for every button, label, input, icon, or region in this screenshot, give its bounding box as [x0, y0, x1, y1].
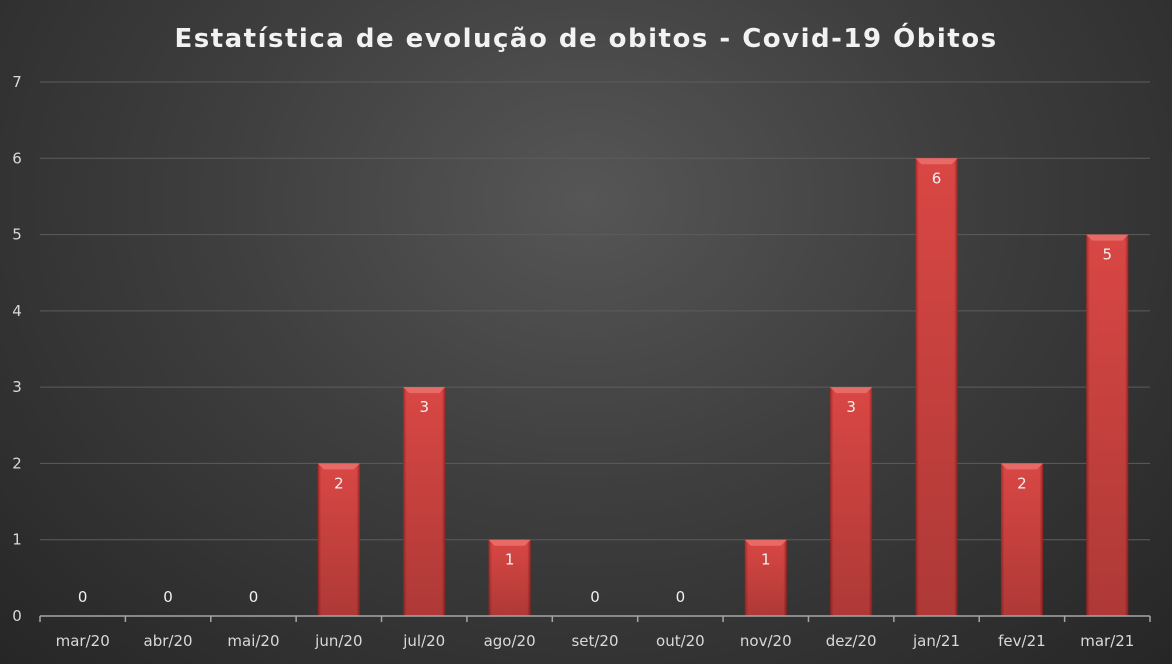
data-label: 0 [78, 588, 88, 606]
x-tick-label: mar/21 [1080, 632, 1134, 650]
bar-bevel [317, 463, 360, 470]
data-label: 6 [932, 169, 942, 187]
y-tick-label: 3 [12, 378, 22, 396]
data-label: 3 [846, 398, 856, 416]
bar-bevel [488, 539, 531, 546]
x-tick-label: mar/20 [56, 632, 110, 650]
bar-bevel [915, 158, 958, 165]
x-tick-label: nov/20 [740, 632, 792, 650]
y-tick-label: 6 [12, 149, 22, 167]
bar-shade [744, 539, 787, 616]
bar-shade [403, 387, 446, 616]
bar-bevel [1000, 463, 1043, 470]
data-label: 1 [505, 551, 515, 569]
x-tick-label: ago/20 [484, 632, 536, 650]
y-tick-label: 7 [12, 73, 22, 91]
x-tick-label: abr/20 [144, 632, 193, 650]
data-label: 0 [249, 588, 259, 606]
data-label: 5 [1103, 246, 1113, 264]
y-tick-label: 2 [12, 454, 22, 472]
bar-bevel [744, 539, 787, 546]
bar-shade [915, 158, 958, 617]
x-axis: mar/20 abr/20 mai/20 jun/20 jul/20 ago/20 set/… [39, 615, 1151, 650]
x-tick-label: jun/20 [314, 632, 362, 650]
data-label: 3 [419, 398, 429, 416]
bar-shade [488, 539, 531, 616]
data-label: 0 [163, 588, 173, 606]
x-tick-label: jul/20 [402, 632, 445, 650]
bar-bevel [830, 387, 873, 394]
y-tick-label: 1 [12, 531, 22, 549]
bar-shade [830, 387, 873, 616]
chart-title: Estatística de evolução de obitos - Covi… [174, 22, 997, 54]
bar-shade [1000, 463, 1043, 616]
data-label: 1 [761, 551, 771, 569]
bar-shade [1086, 234, 1129, 617]
bar-shade [317, 463, 360, 616]
gridlines [40, 81, 1150, 541]
y-axis: 0 1 2 3 4 5 6 7 [12, 73, 22, 625]
x-tick-label: jan/21 [912, 632, 960, 650]
y-tick-label: 4 [12, 302, 22, 320]
bar-bevel [403, 387, 446, 394]
x-tick-label: dez/20 [826, 632, 877, 650]
bars: 0 0 0 2 3 1 0 0 1 3 6 2 5 [78, 158, 1129, 617]
data-label: 0 [590, 588, 600, 606]
y-tick-label: 0 [12, 607, 22, 625]
data-label: 2 [334, 474, 344, 492]
x-tick-label: set/20 [571, 632, 618, 650]
x-tick-label: out/20 [656, 632, 705, 650]
data-label: 0 [676, 588, 686, 606]
bar-bevel [1086, 234, 1129, 241]
data-label: 2 [1017, 474, 1027, 492]
x-tick-label: fev/21 [998, 632, 1046, 650]
y-tick-label: 5 [12, 226, 22, 244]
x-tick-label: mai/20 [227, 632, 279, 650]
